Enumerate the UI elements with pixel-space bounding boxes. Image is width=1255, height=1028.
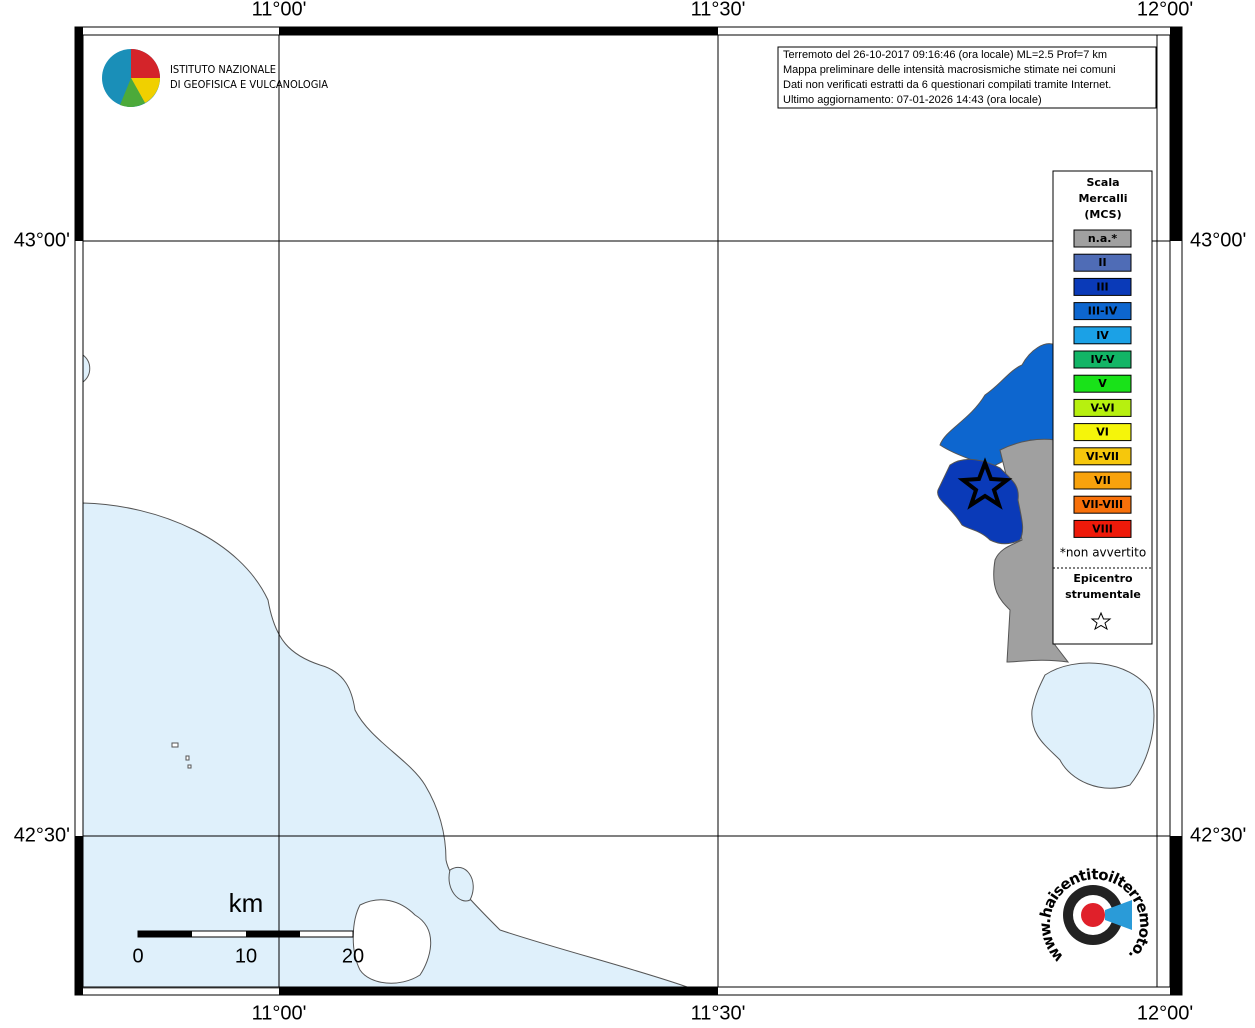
logo-text: DI GEOFISICA E VULCANOLOGIA (170, 78, 328, 91)
legend-label: III-IV (1088, 305, 1118, 318)
legend-label: VII-VIII (1082, 498, 1123, 511)
logo-text: ISTITUTO NAZIONALE (170, 63, 276, 76)
legend-swatch (1073, 471, 1132, 490)
lat-label: 42°30' (1190, 824, 1246, 846)
info-line: Dati non verificati estratti da 6 questi… (783, 79, 1111, 91)
lon-label: 11°30' (691, 1002, 746, 1024)
legend-title: Scala (1086, 176, 1119, 189)
scale-unit: km (229, 888, 264, 918)
legend-epicenter: Epicentro (1073, 572, 1133, 585)
info-line: Terremoto del 26-10-2017 09:16:46 (ora l… (783, 49, 1107, 61)
lon-label: 11°00' (252, 0, 307, 20)
legend-swatch (1073, 423, 1132, 442)
legend-label: IV (1096, 329, 1109, 342)
legend-swatch (1073, 302, 1132, 321)
frame-bar (75, 836, 83, 995)
legend-swatch (1073, 495, 1132, 514)
lat-label: 43°00' (14, 229, 70, 251)
legend-label: V-VI (1090, 401, 1114, 414)
islet (171, 742, 192, 769)
site-logo-mark (1081, 903, 1105, 927)
legend-label: VII (1094, 474, 1111, 487)
legend-swatch (1073, 350, 1132, 369)
frame-bars (75, 27, 1182, 995)
legend-label: II (1098, 256, 1106, 269)
lon-label: 11°30' (691, 0, 746, 20)
legend-swatch (1073, 447, 1132, 466)
info-line: Mappa preliminare delle intensità macros… (783, 64, 1116, 76)
legend-label: III (1096, 280, 1108, 293)
info-line: Ultimo aggiornamento: 07-01-2026 14:43 (… (783, 94, 1042, 106)
frame-bar (75, 27, 83, 241)
scale-segment (246, 931, 300, 937)
scale-label: 0 (132, 945, 143, 967)
promontory (352, 899, 432, 984)
lake (1031, 662, 1155, 789)
sea (82, 502, 691, 989)
legend-swatch (1073, 374, 1132, 393)
legend-swatch (1073, 398, 1132, 417)
logo-globe (131, 49, 160, 78)
ingv-logo: ISTITUTO NAZIONALE DI GEOFISICA E VULCAN… (102, 49, 328, 107)
legend-epicenter: strumentale (1065, 588, 1141, 601)
lon-label: 12°00' (1137, 0, 1193, 20)
legend-label: VIII (1092, 522, 1113, 535)
legend-label: VI-VII (1086, 450, 1119, 463)
lat-label: 42°30' (14, 824, 70, 846)
site-logo-mark (1105, 900, 1132, 930)
scale-label: 20 (342, 945, 364, 967)
legend-title: Mercalli (1078, 192, 1127, 205)
frame-bar (279, 987, 718, 995)
legend-label: V (1098, 377, 1107, 390)
scale-label: 10 (235, 945, 257, 967)
info-box (777, 46, 1157, 109)
epicenter (957, 457, 1013, 510)
scale-segment (138, 931, 192, 937)
scale-bar: km 0 10 20 (132, 888, 364, 967)
legend-swatch (1073, 277, 1132, 296)
lon-label: 12°00' (1137, 1002, 1193, 1024)
legend-star (1090, 611, 1112, 631)
legend-label: VI (1096, 426, 1109, 439)
legend-label: n.a.* (1088, 232, 1118, 245)
legend-note: *non avvertito (1060, 546, 1146, 560)
lon-label: 11°00' (252, 1002, 307, 1024)
legend: Scala Mercalli (MCS) *non avvertito Epic… (1052, 170, 1153, 645)
logo-globe (131, 78, 160, 103)
legend-swatch (1073, 326, 1132, 345)
legend-title: (MCS) (1084, 208, 1121, 221)
sea (82, 353, 91, 384)
legend-label: IV-V (1090, 353, 1115, 366)
lat-label: 43°00' (1190, 229, 1246, 251)
frame-bar (279, 27, 718, 35)
lagoon (448, 866, 474, 902)
legend-swatch (1073, 253, 1132, 272)
frame-bar (1170, 836, 1182, 995)
legend-swatch (1073, 229, 1132, 248)
frame-bar (1170, 27, 1182, 241)
logo-globe (120, 78, 145, 107)
legend-swatch (1073, 519, 1132, 538)
